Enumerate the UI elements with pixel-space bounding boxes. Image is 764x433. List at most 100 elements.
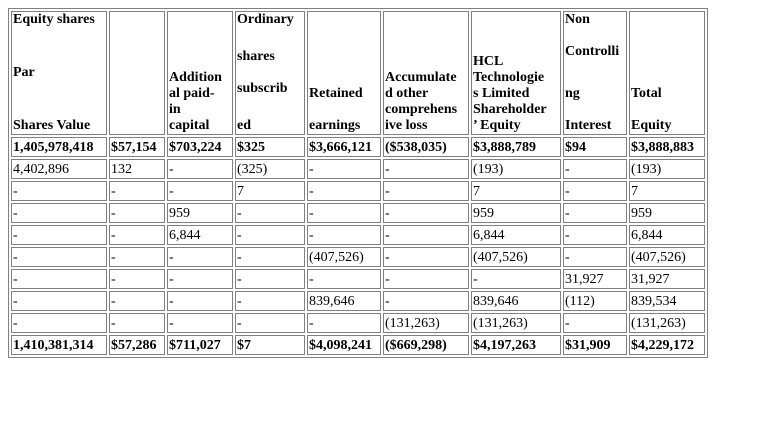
column-header-1 [109, 11, 165, 135]
table-cell: 959 [167, 203, 233, 223]
header-line: shares [237, 49, 275, 64]
table-header-row: Equity shares Par Shares Value Addition al … [11, 11, 705, 135]
table-cell: $31,909 [563, 335, 627, 355]
table-cell: - [11, 291, 107, 311]
table-cell: 31,927 [563, 269, 627, 289]
table-cell: - [383, 291, 469, 311]
header-line: s Limited [473, 86, 530, 101]
table-cell: (325) [235, 159, 305, 179]
header-line: d other [385, 86, 429, 101]
table-cell: (131,263) [629, 313, 705, 333]
table-cell: - [11, 225, 107, 245]
table-cell: - [235, 269, 305, 289]
table-row: - - - -839,646-839,646 (112) 839,534 [11, 291, 705, 311]
table-cell: - [11, 313, 107, 333]
table-row: 1,405,978,418 $57,154 $703,224 $325 $3,666,1… [11, 137, 705, 157]
table-cell: - [563, 247, 627, 267]
column-header-7: Non Controlli ng Interest [563, 11, 627, 135]
header-line: ’ Equity [473, 118, 521, 133]
column-header-8: Total Equity [629, 11, 705, 135]
table-cell: - [235, 225, 305, 245]
table-cell: - [235, 291, 305, 311]
table-cell: - [383, 181, 469, 201]
table-cell: 1,410,381,314 [11, 335, 107, 355]
table-cell: $711,027 [167, 335, 233, 355]
table-cell: 959 [629, 203, 705, 223]
table-cell: ($538,035) [383, 137, 469, 157]
header-line: Shares Value [13, 118, 91, 133]
table-row: - -959- - -959-959 [11, 203, 705, 223]
header-line [565, 102, 625, 118]
header-line: Equity shares [13, 12, 95, 27]
table-cell: ($669,298) [383, 335, 469, 355]
table-cell: 6,844 [471, 225, 561, 245]
table-cell: - [109, 203, 165, 223]
header-line: Retained [309, 86, 363, 101]
column-header-text: HCL Technologie s Limited Shareholder’ Equi… [473, 12, 559, 134]
table-cell: - [307, 159, 381, 179]
table-cell: - [307, 181, 381, 201]
column-header-text [111, 12, 163, 134]
header-line: Addition [169, 70, 222, 85]
table-cell: $4,098,241 [307, 335, 381, 355]
header-line: Accumulate [385, 70, 457, 85]
table-cell: - [563, 225, 627, 245]
table-cell: - [383, 203, 469, 223]
column-header-text: Retained earnings [309, 12, 379, 134]
column-header-text: Addition al paid-in capital [169, 12, 231, 134]
table-cell: (407,526) [471, 247, 561, 267]
table-cell: $4,229,172 [629, 335, 705, 355]
table-cell: $57,154 [109, 137, 165, 157]
header-line: comprehens [385, 102, 458, 117]
header-line [237, 65, 303, 81]
table-cell: 6,844 [167, 225, 233, 245]
column-header-text: Non Controlli ng Interest [565, 12, 625, 134]
header-line [631, 102, 703, 118]
table-cell: - [11, 203, 107, 223]
table-cell: 7 [629, 181, 705, 201]
header-line: Non [565, 12, 590, 27]
table-cell: $703,224 [167, 137, 233, 157]
column-header-text: Equity shares Par Shares Value [13, 12, 105, 134]
table-cell: 839,646 [307, 291, 381, 311]
column-header-0: Equity shares Par Shares Value [11, 11, 107, 135]
column-header-3: Ordinary shares subscrib ed [235, 11, 305, 135]
table-cell: - [109, 291, 165, 311]
table-cell: 4,402,896 [11, 159, 107, 179]
equity-statement-table: Equity shares Par Shares Value Addition al … [8, 8, 708, 358]
header-line: subscrib [237, 81, 288, 96]
table-cell: $57,286 [109, 335, 165, 355]
header-line: Equity [631, 118, 672, 133]
table-cell: $325 [235, 137, 305, 157]
table-cell: - [383, 225, 469, 245]
header-line: ng [565, 86, 580, 101]
column-header-text: Ordinary shares subscrib ed [237, 12, 303, 134]
table-cell: 6,844 [629, 225, 705, 245]
table-cell: 31,927 [629, 269, 705, 289]
header-line: capital [169, 118, 210, 133]
header-line: ive loss [385, 118, 428, 133]
table-cell: (131,263) [471, 313, 561, 333]
table-cell: - [383, 269, 469, 289]
header-line: Total [631, 86, 662, 101]
table-cell: - [307, 269, 381, 289]
column-header-text: Total Equity [631, 12, 703, 134]
table-cell: - [109, 313, 165, 333]
table-cell: - [11, 269, 107, 289]
table-cell: - [383, 159, 469, 179]
header-line: ed [237, 118, 251, 133]
table-row: - - - - (407,526) - (407,526) - (407,526) [11, 247, 705, 267]
column-header-text: Accumulate d other comprehens ive loss [385, 12, 467, 134]
table-cell: $4,197,263 [471, 335, 561, 355]
table-cell: - [109, 181, 165, 201]
table-cell: - [471, 269, 561, 289]
table-cell: - [563, 159, 627, 179]
table-cell: 839,646 [471, 291, 561, 311]
table-cell: 959 [471, 203, 561, 223]
table-cell: - [109, 225, 165, 245]
table-cell: 7 [235, 181, 305, 201]
table-cell: (193) [629, 159, 705, 179]
table-cell: 7 [471, 181, 561, 201]
equity-table-container: Equity shares Par Shares Value Addition al … [8, 8, 708, 358]
table-cell: - [383, 247, 469, 267]
